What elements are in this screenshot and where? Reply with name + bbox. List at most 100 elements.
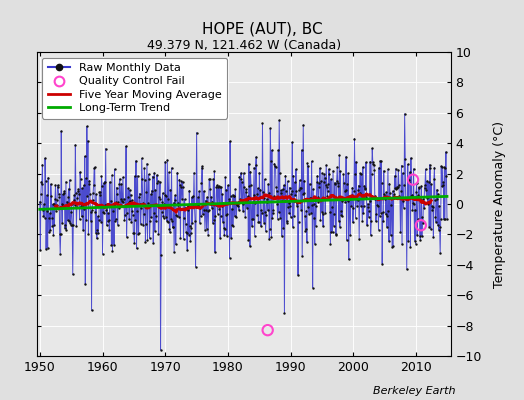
Point [297, 206, 305, 213]
Point [308, 202, 316, 208]
Point [381, 211, 390, 218]
Point [399, 204, 408, 211]
Point [183, 202, 192, 209]
Point [289, 224, 297, 230]
Point [88, 207, 96, 213]
Point [380, 190, 388, 197]
Point [230, 193, 238, 199]
Point [373, 202, 381, 208]
Point [182, 230, 191, 237]
Point [84, 138, 92, 144]
Point [205, 176, 213, 182]
Point [381, 193, 389, 199]
Point [429, 234, 438, 240]
Point [212, 201, 220, 208]
Point [103, 222, 111, 228]
Point [269, 210, 277, 216]
Point [313, 173, 322, 179]
Point [197, 180, 205, 186]
Point [280, 182, 288, 188]
Point [421, 166, 430, 172]
Point [139, 211, 148, 217]
Point [209, 176, 217, 182]
Point [262, 212, 270, 218]
Point [309, 186, 318, 192]
Point [106, 179, 114, 185]
Point [70, 197, 78, 204]
Point [173, 169, 181, 176]
Point [312, 203, 321, 209]
Point [100, 210, 108, 216]
Point [382, 189, 390, 196]
Point [298, 147, 306, 153]
Point [402, 266, 411, 272]
Point [188, 194, 196, 201]
Point [184, 232, 193, 238]
Point [223, 233, 231, 239]
Point [410, 201, 418, 208]
Point [303, 239, 311, 245]
Point [428, 203, 436, 210]
Point [291, 179, 299, 186]
Point [155, 194, 163, 200]
Point [193, 202, 202, 208]
Point [47, 181, 55, 187]
Point [360, 183, 368, 189]
Point [117, 181, 126, 187]
Point [263, 196, 271, 202]
Point [340, 171, 348, 177]
Point [186, 238, 194, 244]
Legend: Raw Monthly Data, Quality Control Fail, Five Year Moving Average, Long-Term Tren: Raw Monthly Data, Quality Control Fail, … [42, 58, 227, 119]
Point [40, 201, 48, 208]
Point [361, 186, 369, 192]
Point [288, 139, 297, 145]
Point [138, 200, 147, 206]
Point [144, 171, 152, 178]
Point [357, 170, 365, 177]
Point [412, 189, 420, 195]
Point [219, 219, 227, 225]
Point [248, 223, 256, 230]
Point [86, 217, 95, 224]
Point [110, 242, 118, 248]
Point [310, 214, 319, 221]
Point [147, 214, 155, 221]
Point [299, 191, 307, 197]
Point [362, 159, 370, 166]
Point [232, 200, 240, 207]
Point [190, 203, 199, 210]
Point [319, 211, 327, 217]
Point [187, 225, 195, 231]
Point [341, 188, 349, 194]
Point [252, 154, 260, 160]
Point [231, 213, 239, 220]
Point [244, 236, 253, 243]
Point [152, 172, 161, 178]
Point [178, 196, 186, 202]
Point [436, 216, 445, 222]
Point [286, 203, 294, 210]
Point [246, 243, 254, 249]
Point [339, 196, 347, 202]
Point [245, 182, 254, 189]
Point [353, 203, 361, 210]
Point [41, 155, 49, 161]
Point [285, 200, 293, 206]
Point [201, 197, 210, 204]
Point [409, 200, 417, 206]
Point [40, 214, 49, 221]
Y-axis label: Temperature Anomaly (°C): Temperature Anomaly (°C) [493, 120, 506, 288]
Point [386, 190, 394, 197]
Point [362, 194, 370, 200]
Point [74, 186, 83, 192]
Point [143, 160, 151, 167]
Point [341, 199, 350, 206]
Point [387, 202, 395, 208]
Point [107, 198, 115, 204]
Point [314, 198, 323, 205]
Point [439, 182, 447, 188]
Point [406, 244, 414, 250]
Point [144, 200, 152, 206]
Point [166, 229, 174, 236]
Point [221, 174, 230, 180]
